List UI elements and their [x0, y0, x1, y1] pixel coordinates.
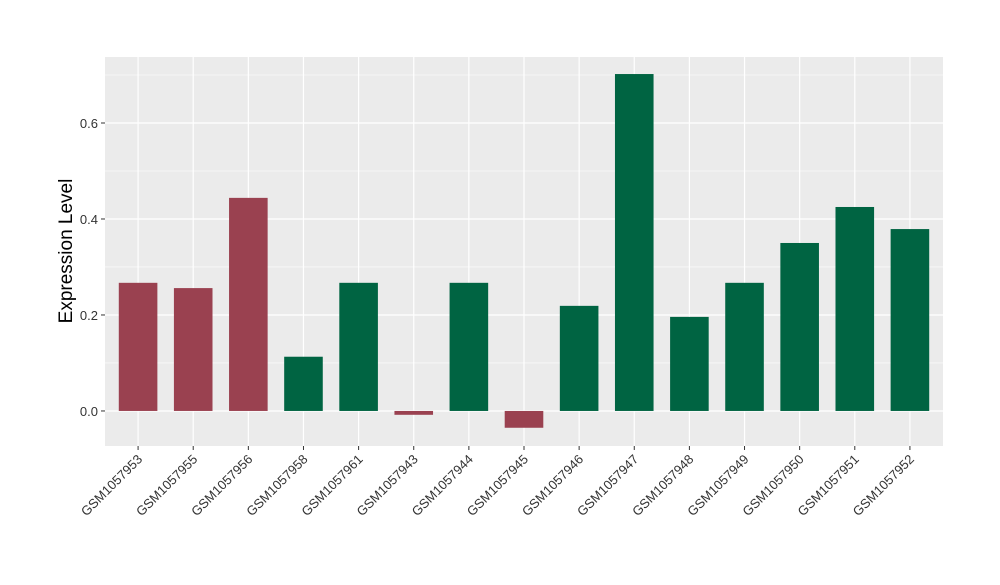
- bar: [835, 206, 875, 411]
- y-axis-label: Expression Level: [56, 179, 77, 324]
- y-tick-label: 0.6: [80, 116, 98, 131]
- bar: [449, 282, 489, 411]
- bar: [780, 242, 819, 411]
- bar: [339, 282, 378, 411]
- bar: [890, 229, 930, 411]
- bar: [670, 316, 709, 411]
- bar: [284, 356, 323, 411]
- bar: [559, 305, 599, 411]
- bar: [229, 197, 268, 411]
- y-tick-label: 0.0: [80, 404, 98, 419]
- bar: [118, 282, 158, 411]
- y-tick-label: 0.2: [80, 308, 98, 323]
- bar: [504, 410, 544, 428]
- bar: [614, 74, 654, 411]
- bar: [725, 282, 764, 411]
- bar: [394, 410, 434, 415]
- y-tick-label: 0.4: [80, 212, 98, 227]
- bar: [173, 288, 213, 411]
